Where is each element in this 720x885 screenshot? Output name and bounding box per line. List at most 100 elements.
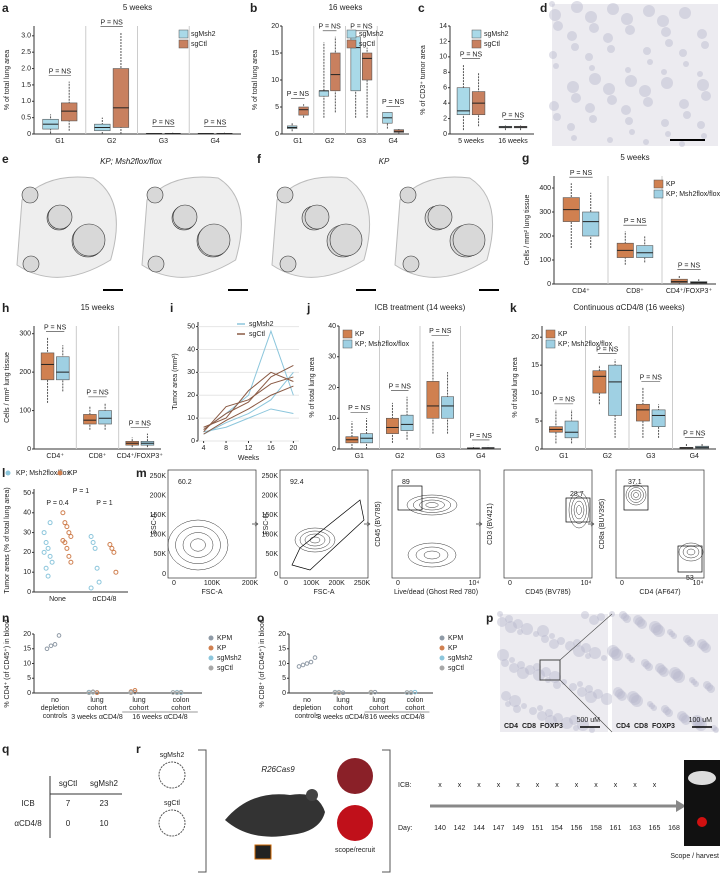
day-value: 144 [473, 825, 485, 832]
contour [167, 519, 229, 571]
tissue-texture [553, 681, 561, 689]
y-tick-label: 250K [150, 473, 167, 480]
panel-label: i [170, 301, 173, 315]
contour [423, 550, 441, 560]
tissue-texture [573, 645, 585, 657]
x-tick-label: lung cohort [333, 697, 353, 712]
panel-label: p [486, 611, 493, 625]
tissue-texture [639, 85, 651, 97]
mouse-label: R26Cas9 [261, 765, 295, 774]
tissue-texture [529, 707, 537, 715]
legend-label: sgMsh2 [249, 321, 274, 328]
data-point [60, 510, 66, 516]
tissue-texture [545, 715, 557, 727]
stain-label: FOXP3 [652, 723, 675, 730]
tissue-texture [505, 621, 517, 633]
panel-title: 16 weeks [329, 3, 363, 12]
icb-dose: x [575, 782, 579, 789]
y-axis-label: % of CD3⁺ tumor area [420, 45, 427, 115]
tissue-texture [549, 101, 559, 111]
y-axis-label: % of total lung area [252, 50, 259, 110]
x-tick-label: 200K [242, 580, 259, 587]
tissue-texture [581, 643, 591, 653]
tissue-texture [509, 663, 519, 673]
tissue-texture [697, 639, 707, 649]
legend-label: KP; Msh2flox/flox [666, 191, 720, 198]
tissue-texture [633, 615, 643, 625]
x-tick-label: no depletion controls [293, 697, 322, 720]
box [40, 352, 55, 381]
tissue-texture [607, 45, 615, 53]
p-value: P = NS [319, 24, 342, 31]
tissue-texture [679, 141, 685, 147]
tissue-texture [589, 647, 601, 659]
tissue-texture [497, 611, 503, 617]
legend-label: sgCtl [359, 41, 375, 48]
tissue-texture [603, 83, 615, 95]
y-tick-label: 4 [443, 100, 447, 107]
table-cell: 23 [100, 799, 109, 808]
legend-label: KP; Msh2flox/flox [16, 470, 71, 477]
box [98, 410, 112, 425]
y-tick-label: 10 [439, 54, 447, 61]
timeline-arrow [676, 800, 686, 812]
legend-key [439, 645, 445, 651]
y-axis-label: % CD8⁺ (of CD45⁺) in blood [259, 619, 266, 707]
gate [291, 499, 365, 571]
data-point [41, 530, 47, 536]
day-value: 158 [590, 825, 602, 832]
x-tick-label: G2 [603, 453, 612, 460]
legend-label: KP; Msh2flox/flox [355, 341, 410, 348]
legend-label: sgMsh2 [359, 31, 384, 38]
tissue-texture [565, 641, 575, 651]
tissue-texture [661, 119, 669, 127]
box [426, 381, 440, 419]
p-value: P = NS [429, 328, 452, 335]
y-tick-label: 8 [443, 69, 447, 76]
legend-key [178, 29, 189, 39]
line [203, 385, 294, 435]
p-value: P = NS [389, 384, 412, 391]
y-tick-label: 100 [19, 407, 31, 414]
tumor-outline [402, 255, 420, 273]
scale-label: 100 uM [689, 717, 713, 724]
tissue-texture [643, 661, 651, 669]
p-value: P = NS [350, 24, 373, 31]
legend-label: sgCtl [448, 665, 464, 672]
tissue-texture [625, 67, 631, 73]
contour [182, 532, 214, 558]
data-point [88, 534, 94, 540]
tissue-texture [679, 99, 689, 109]
bracket [198, 749, 207, 873]
flow-plot [615, 469, 705, 579]
tissue-texture [589, 615, 599, 625]
legend-key [5, 470, 11, 476]
data-point [62, 539, 68, 545]
tissue-texture [669, 631, 675, 637]
tissue-texture [557, 637, 565, 645]
tissue-texture [607, 95, 617, 105]
icb-dose: x [458, 782, 462, 789]
tissue-texture [621, 13, 633, 25]
table-cell: αCD4/8 [14, 819, 42, 828]
box [564, 420, 579, 439]
y-axis-label: Tumor area (mm²) [172, 353, 179, 410]
data-point [304, 661, 310, 666]
x-tick-label: 8 [224, 445, 228, 452]
data-point [296, 664, 302, 669]
y-tick-label: 300 [539, 209, 551, 216]
contour [425, 502, 439, 508]
tissue-texture [659, 667, 669, 677]
tissue-texture [661, 77, 673, 89]
flow-plot [167, 469, 257, 579]
panel-label: a [2, 1, 9, 15]
data-point [48, 643, 54, 649]
icb-dose: x [594, 782, 598, 789]
tissue-texture [627, 655, 633, 661]
stain-label: CD4 [616, 723, 630, 730]
y-tick-label: 20 [187, 392, 195, 399]
tissue-texture [645, 663, 653, 671]
y-tick-label: 0 [27, 131, 31, 138]
x-tick-label: 16 weeks [498, 138, 528, 145]
icb-label: ICB: [398, 782, 412, 789]
